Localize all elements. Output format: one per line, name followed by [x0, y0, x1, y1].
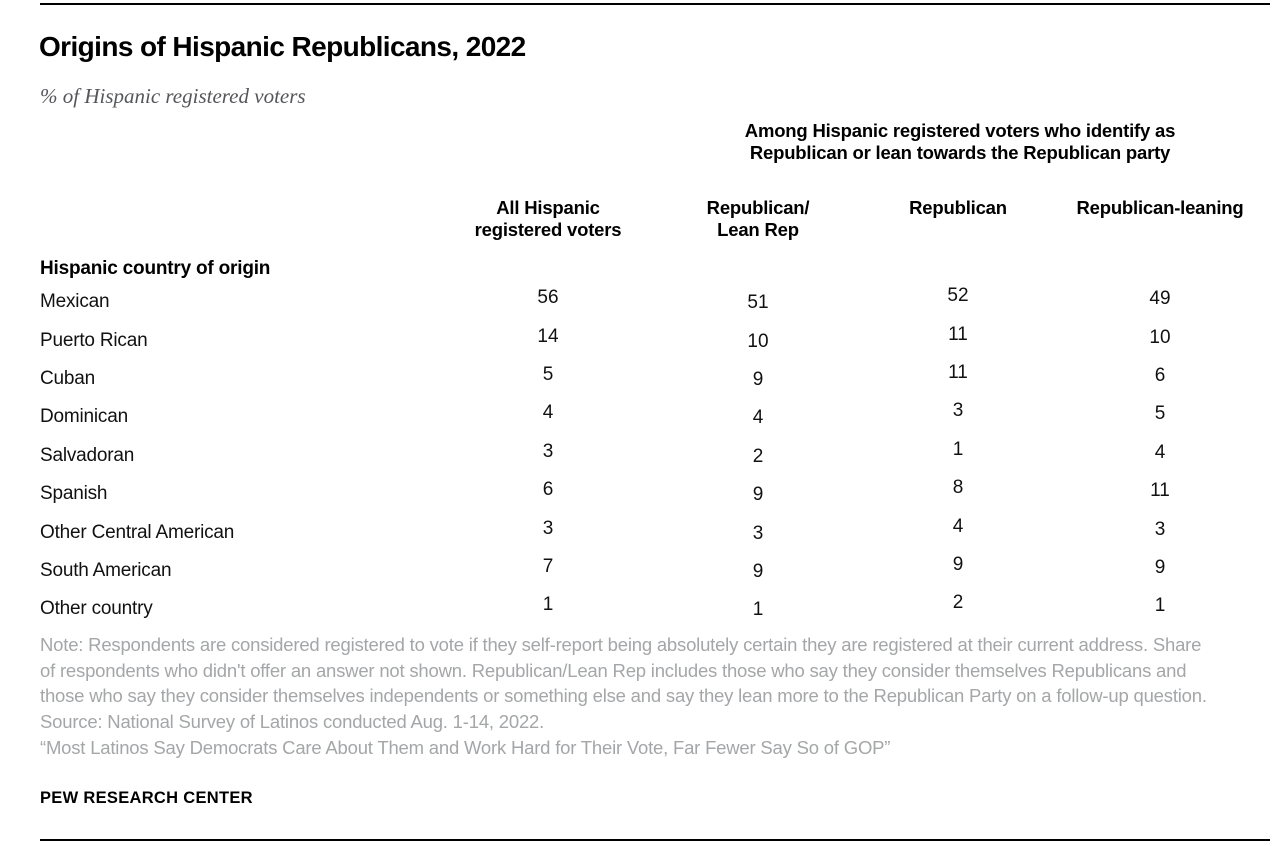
row-label: Cuban: [40, 367, 95, 389]
value-cell: 3: [752, 522, 764, 544]
value-cell: 11: [1150, 480, 1170, 502]
table-row: Other country 1 1 2 1: [40, 590, 1267, 628]
column-headers: All Hispanic registered voters Republica…: [443, 197, 1267, 241]
value-cell: 1: [952, 438, 964, 460]
value-cell: 3: [542, 517, 554, 539]
value-cell: 6: [542, 479, 554, 501]
value-cell: 9: [1154, 556, 1166, 578]
value-cell: 3: [1154, 518, 1166, 540]
value-cell: 7: [542, 555, 554, 577]
page-subtitle: % of Hispanic registered voters: [40, 84, 306, 108]
value-cell: 6: [1154, 364, 1166, 386]
value-cell: 11: [948, 323, 968, 345]
value-cell: 2: [752, 445, 764, 467]
column-group-header: Among Hispanic registered voters who ide…: [744, 120, 1176, 163]
row-label: Other country: [40, 598, 153, 620]
column-header-republican: Republican: [909, 197, 1007, 218]
value-cell: 9: [952, 553, 964, 575]
value-cell: 4: [952, 515, 964, 537]
column-header-all-hispanic: All Hispanic registered voters: [474, 197, 622, 240]
value-cell: 10: [747, 330, 769, 352]
value-cell: 1: [1154, 595, 1166, 617]
value-cell: 8: [952, 477, 964, 499]
value-cell: 49: [1149, 288, 1171, 310]
row-label: South American: [40, 559, 172, 581]
value-cell: 4: [542, 402, 554, 424]
note-text: Note: Respondents are considered registe…: [40, 634, 1207, 707]
column-header-republican-leaning: Republican-leaning: [1076, 197, 1244, 218]
value-cell: 11: [948, 361, 968, 383]
row-label: Spanish: [40, 483, 108, 505]
value-cell: 9: [752, 560, 764, 582]
table-row: South American 7 9 9 9: [40, 552, 1267, 590]
table-row: Spanish 6 9 8 11: [40, 475, 1267, 513]
value-cell: 3: [542, 440, 554, 462]
source-text: Source: National Survey of Latinos condu…: [40, 711, 545, 733]
row-label: Mexican: [40, 291, 110, 313]
table-row: Dominican 4 4 3 5: [40, 398, 1267, 436]
value-cell: 52: [947, 285, 969, 307]
bottom-divider: [40, 839, 1270, 841]
value-cell: 4: [1154, 441, 1166, 463]
page-title: Origins of Hispanic Republicans, 2022: [39, 31, 526, 62]
column-header-rep-lean-rep: Republican/ Lean Rep: [706, 197, 810, 240]
value-cell: 9: [752, 484, 764, 506]
value-cell: 2: [952, 592, 964, 614]
value-cell: 5: [542, 363, 554, 385]
row-label: Dominican: [40, 406, 128, 428]
footnotes: Note: Respondents are considered registe…: [40, 632, 1220, 761]
value-cell: 1: [752, 599, 764, 621]
value-cell: 4: [752, 407, 764, 429]
value-cell: 51: [747, 292, 769, 314]
value-cell: 14: [537, 325, 559, 347]
table-row: Other Central American 3 3 4 3: [40, 513, 1267, 551]
table-row: Salvadoran 3 2 1 4: [40, 437, 1267, 475]
row-label: Puerto Rican: [40, 329, 148, 351]
table-row: Mexican 56 51 52 49: [40, 283, 1267, 321]
top-divider: [40, 3, 1270, 5]
table-row: Puerto Rican 14 10 11 10: [40, 321, 1267, 359]
row-label: Other Central American: [40, 521, 235, 543]
value-cell: 3: [952, 400, 964, 422]
row-group-header: Hispanic country of origin: [40, 258, 271, 279]
data-rows: Mexican 56 51 52 49 Puerto Rican 14 10 1…: [40, 283, 1267, 629]
value-cell: 10: [1149, 326, 1171, 348]
value-cell: 1: [542, 594, 554, 616]
table-row: Cuban 5 9 11 6: [40, 360, 1267, 398]
value-cell: 5: [1154, 403, 1166, 425]
pew-research-center-wordmark: PEW RESEARCH CENTER: [40, 789, 253, 807]
report-title-text: “Most Latinos Say Democrats Care About T…: [40, 736, 891, 758]
value-cell: 9: [752, 368, 764, 390]
value-cell: 56: [537, 287, 559, 309]
row-label: Salvadoran: [40, 444, 135, 466]
